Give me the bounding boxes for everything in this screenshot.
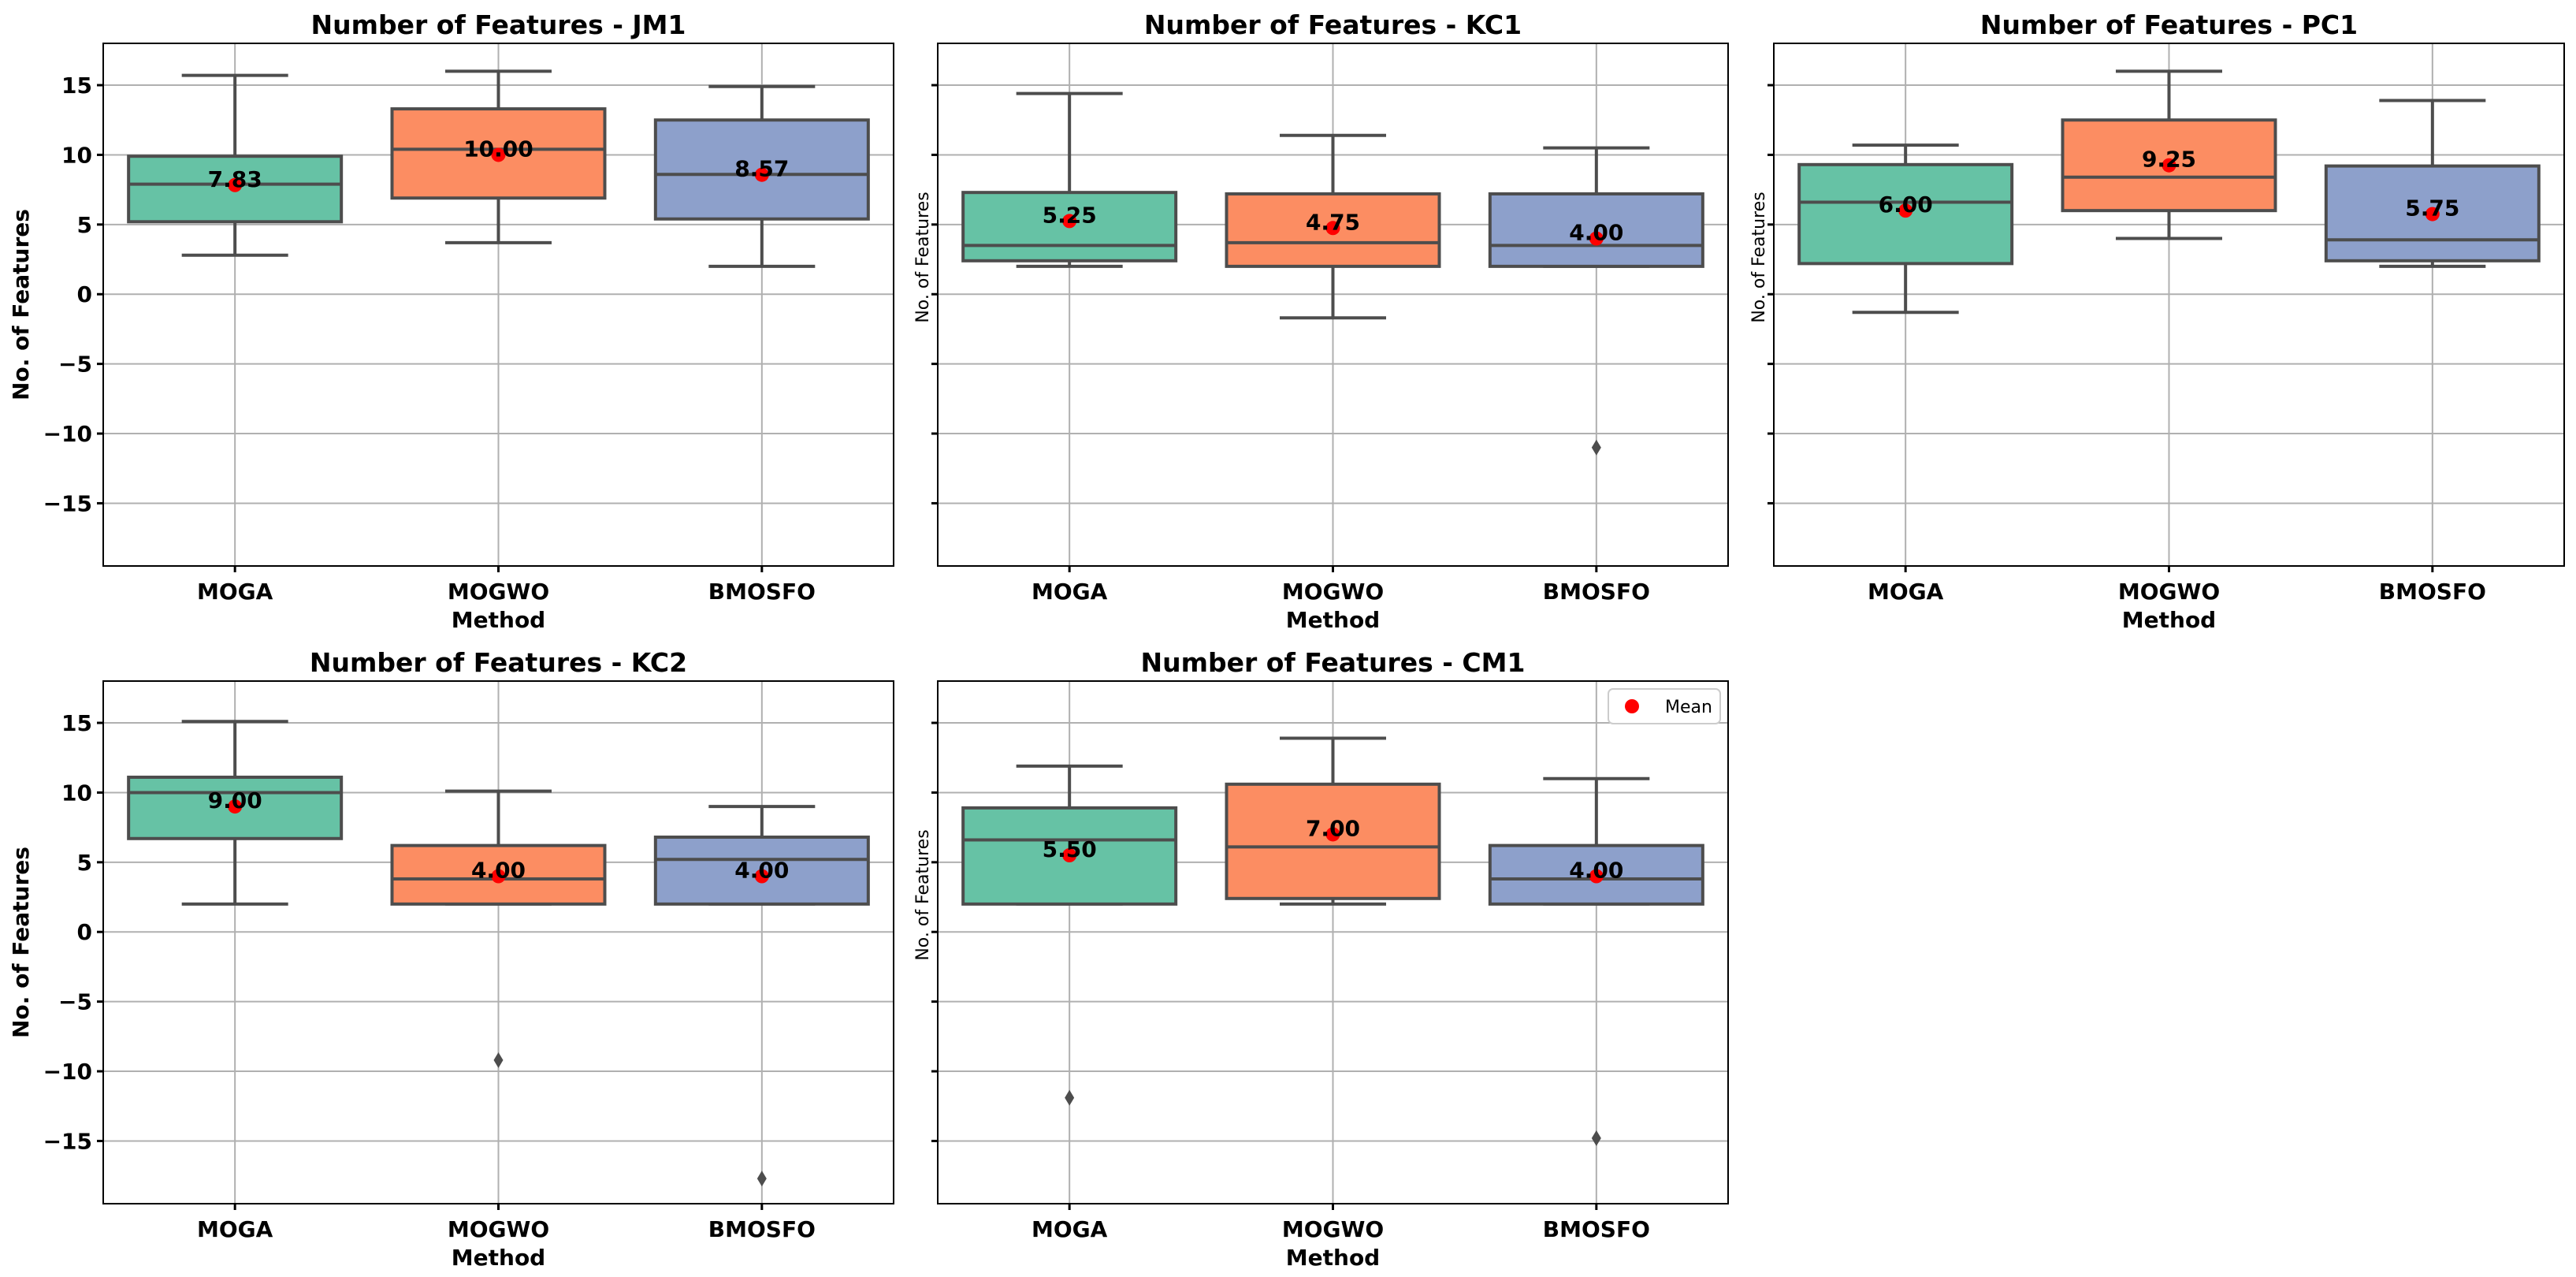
- x-tick-label: MOGWO: [448, 1216, 549, 1242]
- panel-3: 9.00 4.00 4.00 15 10 5 0 −5 −10 −15 MOGA MOGWO BMOSF…: [8, 647, 894, 1271]
- mean-label: 10.00: [463, 136, 533, 162]
- y-tick-label: 5: [77, 850, 92, 876]
- mean-point: [491, 869, 506, 884]
- y-tick-label: −15: [43, 1128, 92, 1154]
- x-tick-label: MOGA: [197, 579, 273, 605]
- x-axis-label: Method: [452, 1245, 545, 1271]
- y-axis-label: No. of Features: [913, 829, 933, 960]
- mean-label: 5.25: [1043, 202, 1097, 228]
- box-bmosfo: [1488, 192, 1704, 268]
- legend-frame: [1608, 688, 1721, 724]
- y-tick-label: −15: [43, 490, 92, 516]
- panel-title: Number of Features - KC1: [1144, 9, 1522, 40]
- y-tick-label: −5: [58, 352, 92, 378]
- mean-label: 9.00: [208, 787, 262, 813]
- y-axis-label: No. of Features: [8, 209, 34, 400]
- mean-label: 4.00: [734, 858, 789, 884]
- x-tick-label: MOGWO: [2118, 579, 2220, 605]
- mean-point: [2425, 207, 2440, 222]
- y-tick-label: 0: [77, 919, 92, 945]
- mean-point: [228, 799, 243, 814]
- x-axis-label: Method: [452, 607, 545, 633]
- mean-point: [1325, 221, 1340, 236]
- x-tick-label: MOGWO: [1282, 579, 1384, 605]
- mean-label: 8.57: [734, 156, 789, 182]
- y-axis-label: No. of Features: [913, 192, 933, 322]
- panel-title: Number of Features - CM1: [1141, 647, 1526, 678]
- x-tick-label: BMOSFO: [1543, 579, 1650, 605]
- x-tick-label: BMOSFO: [708, 1216, 816, 1242]
- x-axis-label: Method: [1286, 607, 1380, 633]
- panel-title: Number of Features - JM1: [311, 9, 686, 40]
- x-tick-label: MOGA: [1032, 1216, 1108, 1242]
- legend: Mean: [1608, 688, 1721, 724]
- panel-title: Number of Features - PC1: [1980, 9, 2358, 40]
- mean-point: [491, 147, 506, 162]
- mean-label: 7.83: [208, 166, 262, 192]
- y-axis-label: No. of Features: [1749, 192, 1769, 322]
- y-tick-label: 15: [61, 710, 92, 736]
- mean-label: 5.50: [1043, 836, 1097, 862]
- mean-label: 4.00: [1569, 220, 1623, 246]
- panel-0: 7.83 10.00 8.57 15 10 5 0 −5 −10 −15 MOGA MOGWO BMOS…: [8, 9, 894, 633]
- mean-label: 6.00: [1879, 192, 1933, 218]
- x-tick-label: MOGWO: [1282, 1216, 1384, 1242]
- mean-point: [1589, 869, 1604, 884]
- y-tick-label: −10: [43, 421, 92, 447]
- mean-label: 9.25: [2142, 147, 2196, 173]
- mean-point: [1898, 203, 1913, 218]
- outlier-point: [493, 1052, 504, 1068]
- x-tick-label: MOGA: [1868, 579, 1944, 605]
- legend-label: Mean: [1665, 698, 1712, 717]
- y-tick-label: 5: [77, 212, 92, 238]
- x-tick-label: BMOSFO: [2379, 579, 2486, 605]
- mean-point: [754, 167, 769, 182]
- panel-title: Number of Features - KC2: [310, 647, 687, 678]
- mean-point: [1062, 848, 1077, 862]
- mean-label: 7.00: [1306, 815, 1360, 841]
- y-tick-label: −5: [58, 989, 92, 1015]
- panel-2: 6.00 9.25 5.75 MOGA MOGWO BMOSFO Number of Fea…: [1749, 9, 2565, 633]
- x-tick-label: MOGWO: [448, 579, 549, 605]
- mean-point: [754, 869, 769, 884]
- mean-point: [1589, 231, 1604, 246]
- y-tick-label: −10: [43, 1059, 92, 1085]
- outlier-point: [756, 1171, 767, 1187]
- y-tick-label: 10: [61, 780, 92, 806]
- outlier-point: [1065, 1089, 1075, 1106]
- mean-label: 5.75: [2405, 195, 2459, 222]
- y-tick-label: 10: [61, 142, 92, 168]
- outlier-point: [1591, 1130, 1601, 1146]
- mean-label: 4.00: [471, 858, 526, 884]
- legend-mean-marker: [1625, 699, 1639, 713]
- y-axis-label: No. of Features: [8, 847, 34, 1038]
- mean-point: [1062, 214, 1077, 229]
- x-axis-label: Method: [1286, 1245, 1380, 1271]
- x-tick-label: BMOSFO: [1543, 1216, 1650, 1242]
- mean-point: [2162, 158, 2176, 173]
- x-axis-label: Method: [2122, 607, 2216, 633]
- outlier-point: [1591, 439, 1601, 456]
- mean-point: [1325, 827, 1340, 842]
- mean-point: [228, 177, 243, 192]
- panel-1: 5.25 4.75 4.00 MOGA MOGWO BMOSFO Number of Fea…: [913, 9, 1729, 633]
- y-tick-label: 15: [61, 73, 92, 99]
- mean-label: 4.00: [1569, 858, 1623, 884]
- panel-4: 5.50 7.00 4.00 MOGA MOGWO BMOSFO Number of Fea…: [913, 647, 1729, 1271]
- y-tick-label: 0: [77, 281, 92, 307]
- x-tick-label: MOGA: [1032, 579, 1108, 605]
- x-tick-label: MOGA: [197, 1216, 273, 1242]
- mean-label: 4.75: [1306, 209, 1360, 235]
- x-tick-label: BMOSFO: [708, 579, 816, 605]
